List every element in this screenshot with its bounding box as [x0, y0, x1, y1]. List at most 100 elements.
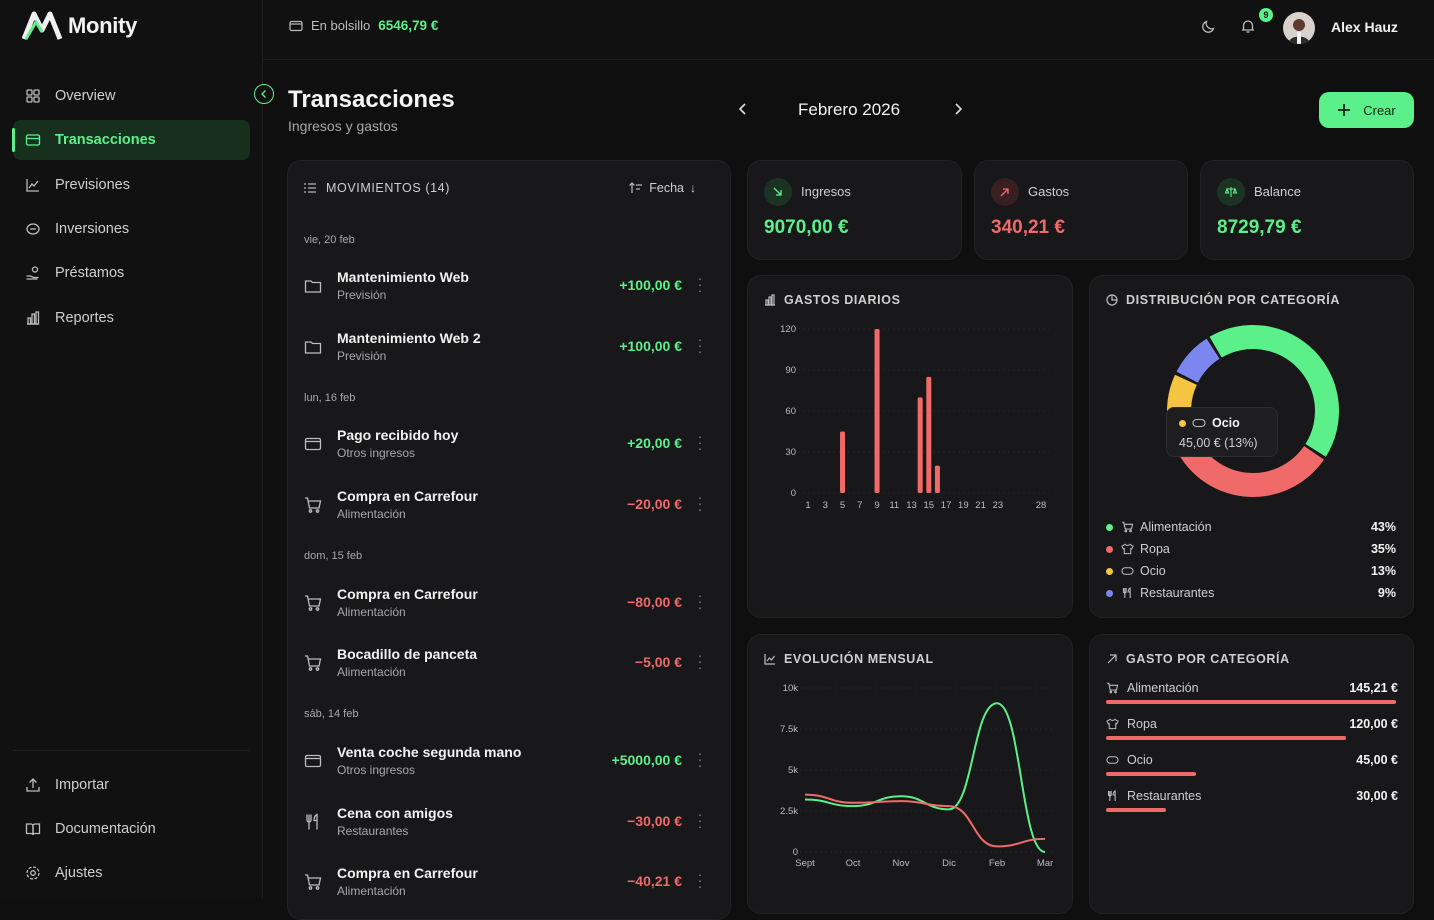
- card-icon: [25, 134, 41, 146]
- x-tick-label: 23: [993, 500, 1004, 511]
- transaction-name: Bocadillo de panceta: [337, 646, 478, 662]
- income-card: Ingresos 9070,00 €: [747, 160, 962, 260]
- legend-dot: [1106, 589, 1113, 597]
- more-options-icon[interactable]: · · ·: [697, 428, 703, 456]
- daily-bar: [874, 329, 880, 493]
- shirt-icon: [1121, 543, 1134, 555]
- sidebar-item-label: Préstamos: [55, 265, 125, 281]
- create-button[interactable]: Crear: [1319, 92, 1414, 128]
- transaction-name: Compra en Carrefour: [337, 586, 478, 602]
- cart-icon: [1122, 521, 1134, 533]
- transaction-row[interactable]: Compra en Carrefour Alimentación −80,00 …: [304, 582, 716, 624]
- sidebar-item-reportes[interactable]: Reportes: [13, 298, 250, 338]
- avatar[interactable]: [1283, 12, 1315, 44]
- next-month-button[interactable]: [952, 102, 964, 116]
- gamepad-icon: [1106, 756, 1119, 764]
- legend-label: Alimentación: [1140, 520, 1212, 534]
- y-tick-label: 0: [793, 847, 798, 858]
- shirt-icon: [1106, 718, 1119, 730]
- balance-label: Balance: [1254, 184, 1301, 199]
- sidebar-item-previsiones[interactable]: Previsiones: [13, 165, 250, 205]
- series-line: [804, 793, 1046, 848]
- sidebar-item-documentacion[interactable]: Documentación: [13, 809, 250, 849]
- category-spend-bar: [1106, 700, 1396, 704]
- sidebar-item-ajustes[interactable]: Ajustes: [13, 853, 250, 893]
- sort-icon: [629, 182, 643, 193]
- more-options-icon[interactable]: · · ·: [697, 331, 703, 359]
- donut-slice: [1176, 338, 1220, 383]
- daily-expenses-header: GASTOS DIARIOS: [764, 293, 901, 307]
- expenses-card: Gastos 340,21 €: [974, 160, 1188, 260]
- transaction-category: Alimentación: [337, 884, 406, 898]
- category-spend-bar: [1106, 772, 1196, 776]
- arrow-down-icon: ↓: [690, 181, 696, 195]
- category-spend-value: 145,21 €: [1349, 681, 1398, 695]
- more-options-icon[interactable]: · · ·: [697, 745, 703, 773]
- expenses-value: 340,21 €: [991, 217, 1065, 238]
- legend-label: Restaurantes: [1140, 586, 1215, 600]
- more-options-icon[interactable]: · · ·: [697, 489, 703, 517]
- bar-chart-icon: [27, 311, 40, 325]
- balance-value: 8729,79 €: [1217, 217, 1302, 238]
- transaction-row[interactable]: Cena con amigos Restaurantes −30,00 € · ·…: [304, 801, 716, 843]
- sort-date-button[interactable]: Fecha ↓: [629, 181, 696, 195]
- prev-month-button[interactable]: [737, 102, 749, 116]
- sidebar-item-overview[interactable]: Overview: [13, 76, 250, 116]
- more-options-icon[interactable]: · · ·: [697, 270, 703, 298]
- daily-expenses-title: GASTOS DIARIOS: [784, 293, 901, 307]
- income-label: Ingresos: [801, 184, 851, 199]
- x-tick-label: Sept: [795, 858, 815, 869]
- distribution-header: DISTRIBUCIÓN POR CATEGORÍA: [1106, 293, 1340, 307]
- moon-icon[interactable]: [1201, 18, 1217, 34]
- cart-icon: [1107, 682, 1119, 694]
- x-tick-label: 9: [874, 500, 879, 511]
- sidebar-item-label: Importar: [55, 777, 109, 793]
- daily-bar: [926, 376, 932, 493]
- sidebar-item-transacciones[interactable]: Transacciones: [12, 120, 250, 160]
- transaction-name: Compra en Carrefour: [337, 488, 478, 504]
- expenses-label: Gastos: [1028, 184, 1070, 199]
- transaction-name: Venta coche segunda mano: [337, 744, 522, 760]
- legend-label: Ropa: [1140, 542, 1170, 556]
- transaction-row[interactable]: Bocadillo de panceta Alimentación −5,00 …: [304, 642, 716, 684]
- transaction-category: Previsión: [337, 349, 387, 363]
- category-spend-header: GASTO POR CATEGORÍA: [1106, 652, 1290, 666]
- sidebar-item-importar[interactable]: Importar: [13, 765, 250, 805]
- movements-header: MOVIMIENTOS (14): [304, 181, 450, 195]
- sidebar-item-label: Inversiones: [55, 221, 130, 237]
- legend-dot: [1106, 545, 1113, 553]
- collapse-sidebar-button[interactable]: [254, 84, 274, 104]
- pocket-label: En bolsillo: [311, 18, 371, 33]
- app-logo[interactable]: Monity: [22, 10, 137, 42]
- bell-icon[interactable]: [1240, 18, 1256, 34]
- transaction-row[interactable]: Venta coche segunda mano Otros ingresos …: [304, 740, 716, 782]
- category-spend-label: Restaurantes: [1127, 789, 1202, 803]
- more-options-icon[interactable]: · · ·: [697, 806, 703, 834]
- sidebar-item-label: Documentación: [55, 821, 156, 837]
- chevron-left-icon: [261, 90, 266, 98]
- more-options-icon[interactable]: · · ·: [697, 647, 703, 675]
- folder-icon: [304, 280, 322, 293]
- grid-icon: [26, 89, 40, 103]
- sidebar-item-prestamos[interactable]: Préstamos: [13, 253, 250, 293]
- hand-coins-icon: [26, 266, 39, 280]
- gamepad-icon: [1192, 418, 1206, 428]
- more-options-icon[interactable]: · · ·: [697, 587, 703, 615]
- category-spend-bar: [1106, 808, 1166, 812]
- more-options-icon[interactable]: · · ·: [697, 866, 703, 894]
- category-spend-label: Alimentación: [1127, 681, 1199, 695]
- transaction-row[interactable]: Compra en Carrefour Alimentación −40,21 …: [304, 861, 716, 903]
- donut-slice: [1209, 324, 1339, 457]
- pocket-amount: 6546,79 €: [378, 18, 439, 33]
- bar-chart-icon: [765, 294, 775, 306]
- sidebar-item-inversiones[interactable]: Inversiones: [13, 209, 250, 249]
- plus-icon: [1338, 104, 1351, 116]
- transaction-row[interactable]: Pago recibido hoy Otros ingresos +20,00 …: [304, 423, 716, 465]
- transaction-amount: −80,00 €: [627, 594, 682, 610]
- transaction-row[interactable]: Mantenimiento Web Previsión +100,00 € · ·…: [304, 265, 716, 307]
- y-tick-label: 120: [780, 324, 796, 335]
- y-tick-label: 0: [791, 488, 796, 499]
- transaction-row[interactable]: Mantenimiento Web 2 Previsión +100,00 € …: [304, 326, 716, 368]
- transaction-row[interactable]: Compra en Carrefour Alimentación −20,00 …: [304, 484, 716, 526]
- income-icon: [764, 178, 792, 206]
